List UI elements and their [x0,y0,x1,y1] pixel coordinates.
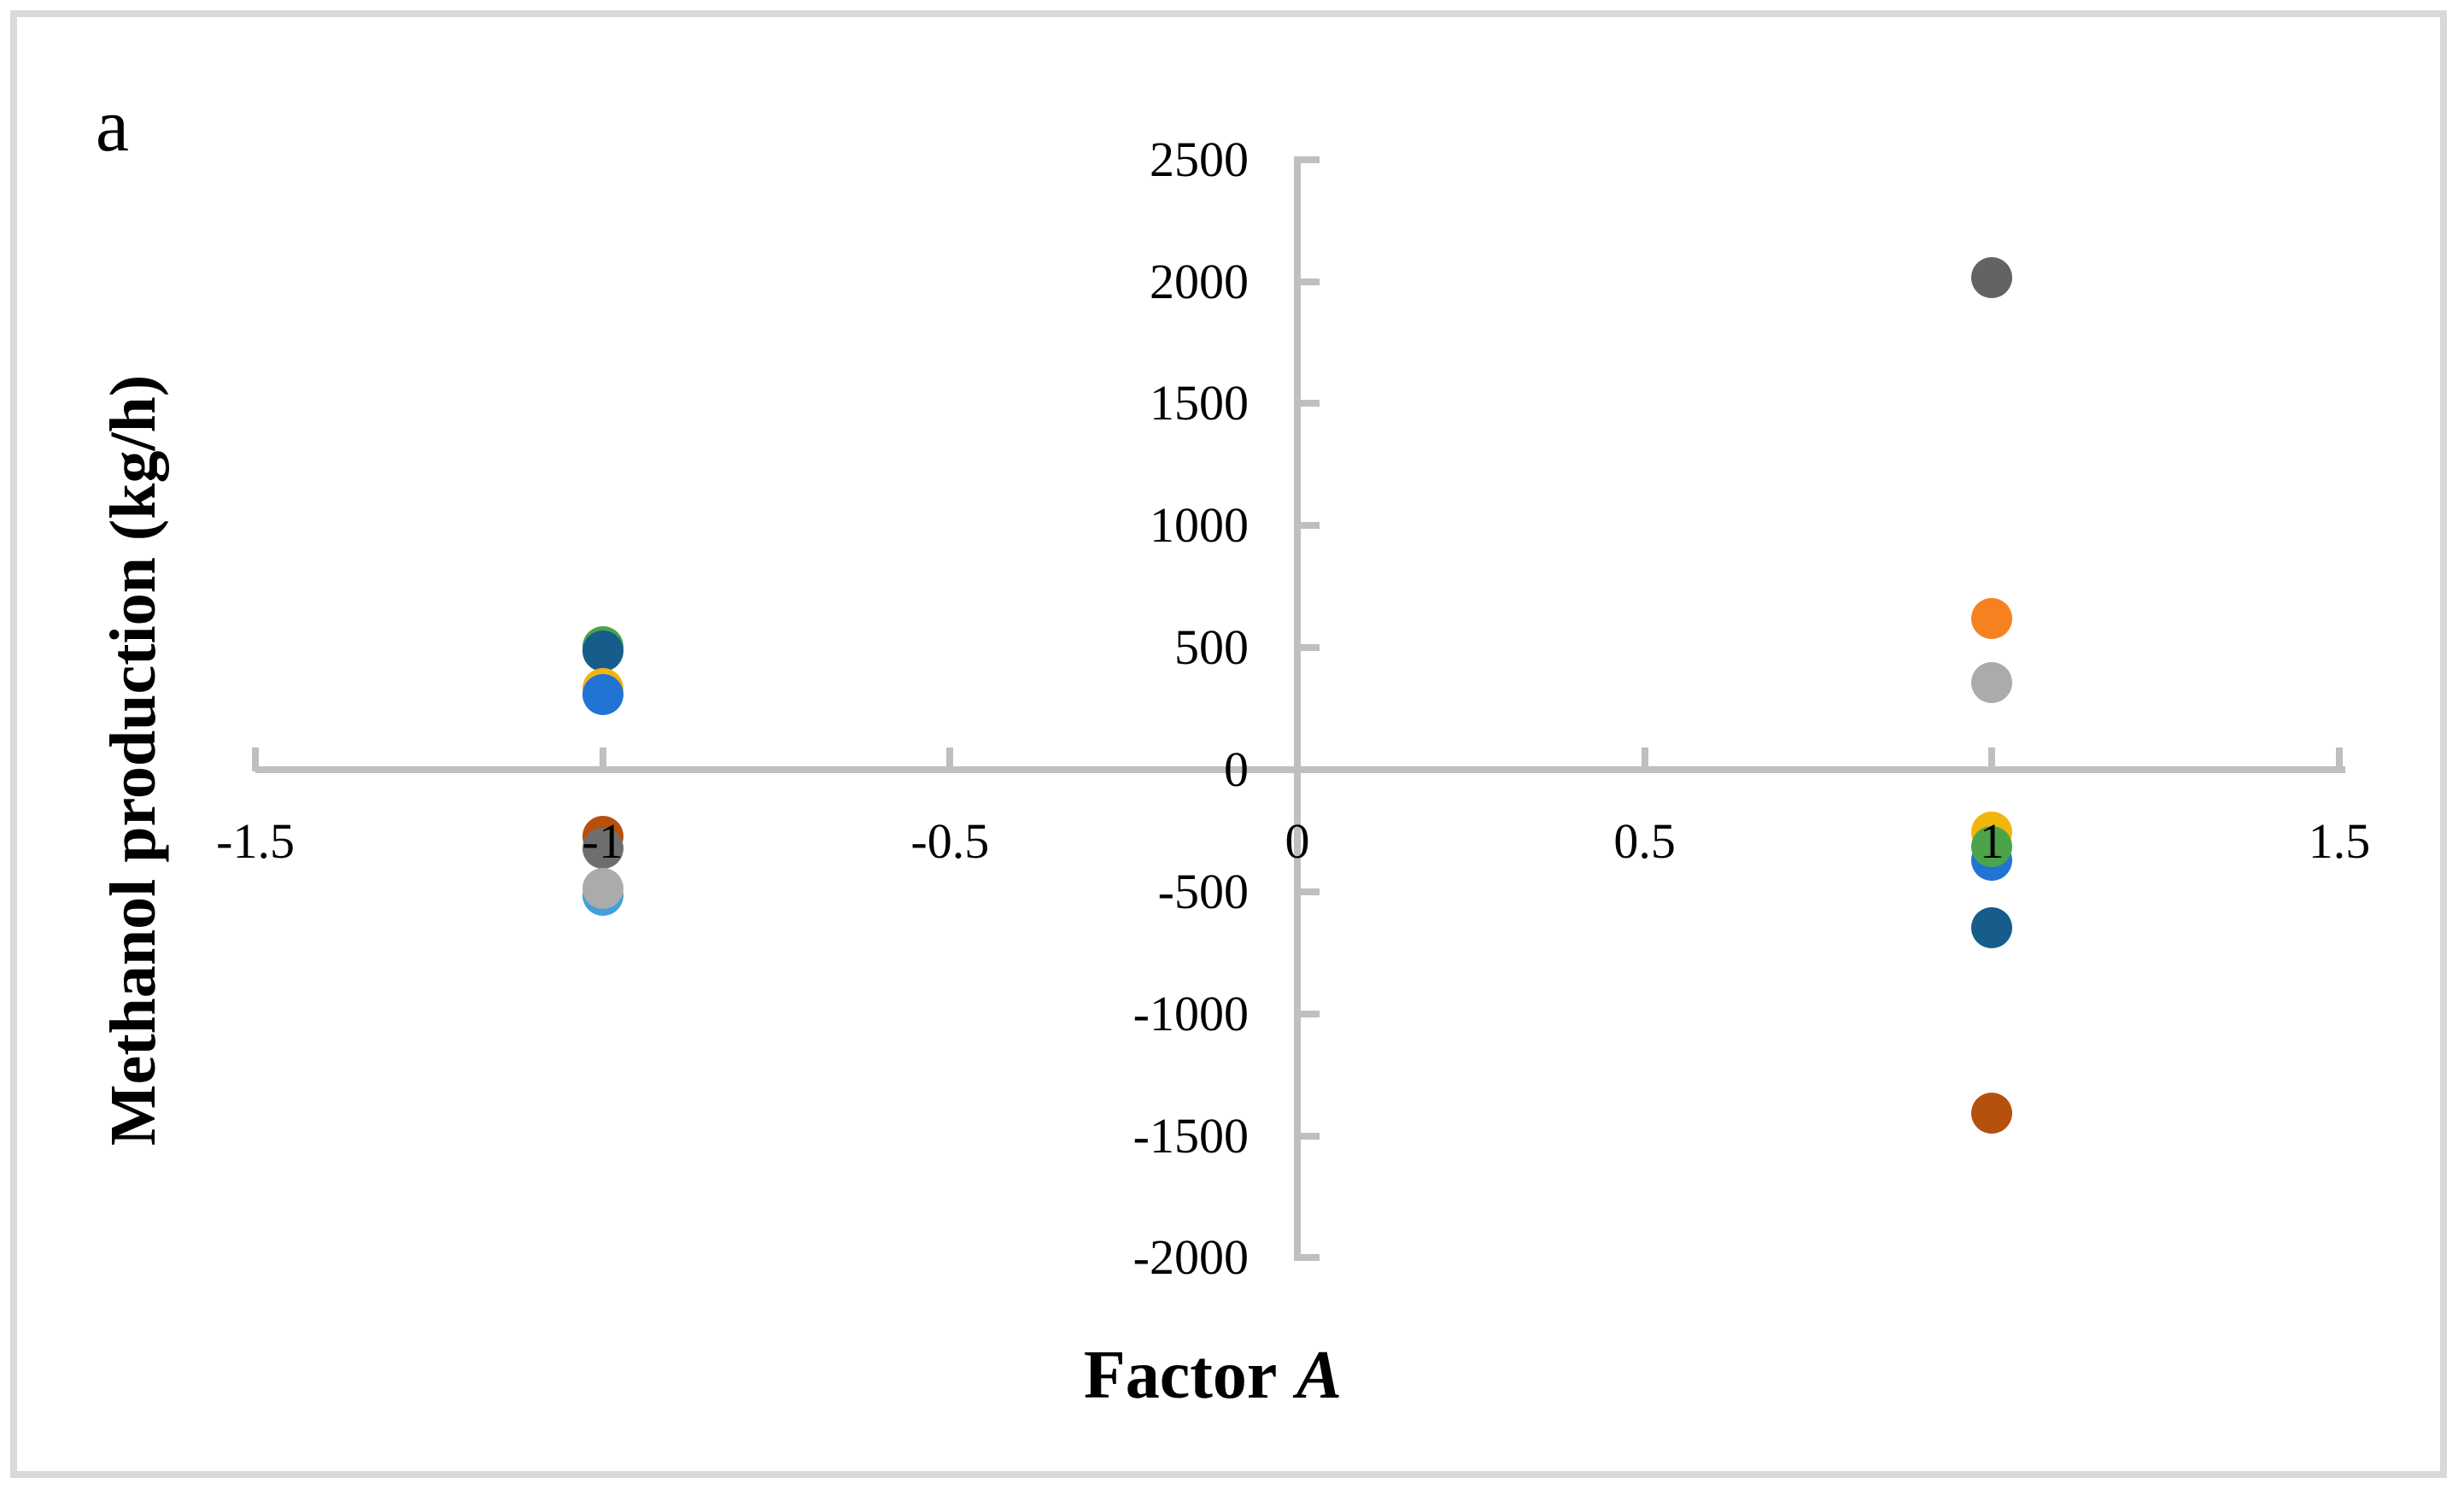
x-axis-title-variable: A [1296,1337,1343,1413]
x-axis-tick [2335,748,2343,771]
data-point-brown [1971,1093,2013,1134]
y-tick-label: -500 [1157,863,1249,919]
x-axis-tick [599,748,606,771]
x-tick-label: 1.5 [2308,813,2371,869]
y-tick-label: -2000 [1133,1229,1249,1286]
y-axis-tick [1294,1254,1320,1262]
x-tick-label: -1 [582,813,623,869]
y-tick-label: 500 [1174,619,1249,676]
data-point-light-gray [1971,662,2013,703]
x-axis-tick [252,748,260,771]
y-tick-label: 0 [1224,742,1249,797]
x-axis-title: Factor A [871,1328,1554,1422]
y-tick-label: 1000 [1150,497,1249,554]
data-point-orange [1971,597,2013,639]
x-tick-label: -0.5 [910,813,990,869]
data-point-dark-cerulean [1971,907,2013,949]
y-axis-tick [1294,888,1320,895]
y-axis-tick [1294,522,1320,530]
x-axis-tick [946,748,954,771]
x-tick-label: 0.5 [1613,813,1676,869]
data-point-light-gray [582,868,623,910]
y-tick-label: 2500 [1150,131,1249,187]
y-axis-line [1294,160,1301,1261]
data-point-dark-cerulean [582,630,623,671]
data-point-medium-gray [582,828,623,869]
x-tick-label: 0 [1285,813,1310,869]
y-axis-tick [1294,400,1320,407]
y-axis-tick [1294,1132,1320,1140]
x-tick-label: 1 [1979,813,2005,869]
data-point-green [1971,826,2013,867]
y-tick-label: 2000 [1150,253,1249,309]
y-axis-tick [1294,1010,1320,1017]
y-axis-tick [1294,644,1320,652]
panel-label: a [96,85,130,167]
x-axis-title-prefix: Factor [1083,1337,1278,1413]
x-axis-tick [1988,748,1996,771]
y-axis-tick [1294,278,1320,285]
y-tick-label: -1000 [1133,985,1249,1041]
y-tick-label: 1500 [1150,375,1249,431]
data-point-bright-blue [582,674,623,715]
y-tick-label: -1500 [1133,1107,1249,1164]
x-tick-label: -1.5 [216,813,295,869]
y-axis-title: Methanol production (kg/h) [97,374,169,1146]
figure-border-frame [10,10,2447,1478]
x-axis-tick [1641,748,1648,771]
data-point-dark-gray [1971,256,2013,298]
y-axis-tick [1294,155,1320,163]
